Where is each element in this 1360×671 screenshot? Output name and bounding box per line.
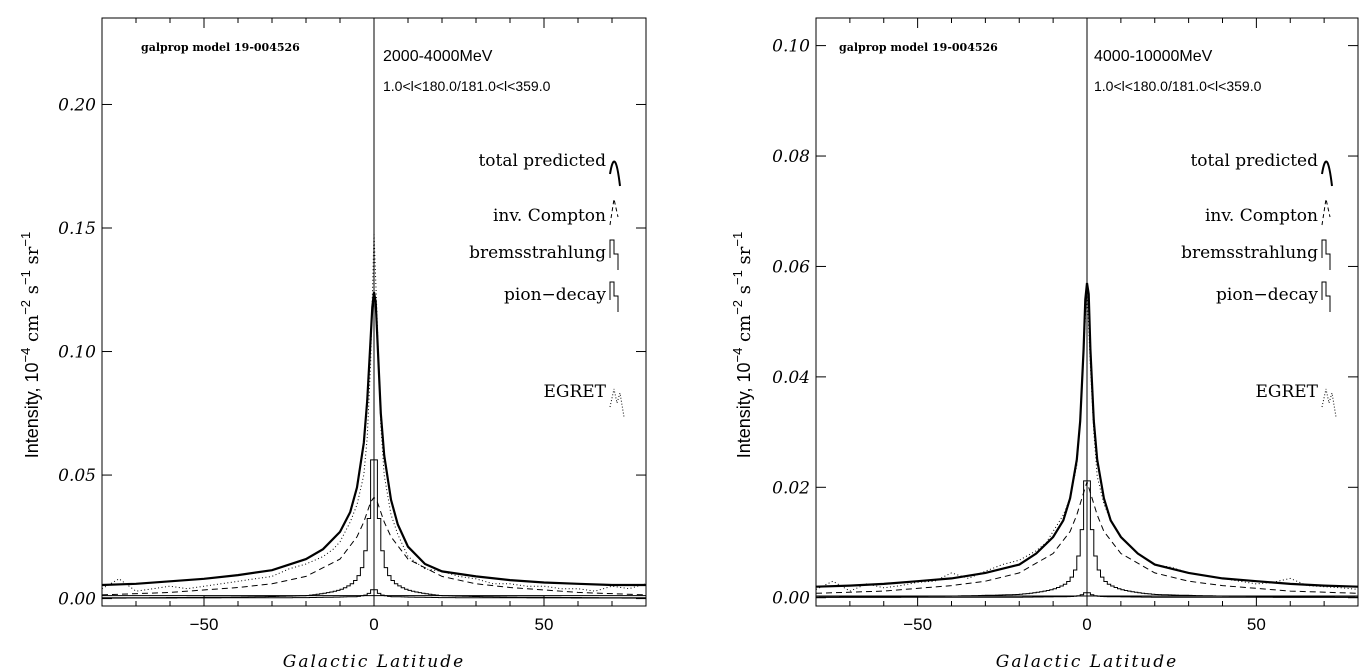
legend-swatch — [1321, 239, 1331, 270]
series-bremsstrahlung — [102, 589, 646, 599]
x-axis-label: Galactic Latitude — [283, 652, 465, 671]
model-label: galprop model 19-004526 — [839, 41, 998, 54]
series-pion-decay — [102, 459, 646, 599]
y-tick-label: 0.00 — [58, 590, 96, 610]
y-tick-label: 0.05 — [58, 466, 96, 486]
series-inv-compton — [101, 496, 647, 596]
energy-label: 2000-4000MeV — [383, 48, 493, 65]
legend: total predicted inv. Compton bremsstrahlun… — [469, 151, 625, 418]
legend-swatch — [609, 160, 621, 187]
series-bremsstrahlung — [816, 592, 1358, 598]
y-tick-label: 0.04 — [772, 368, 810, 388]
left-panel: −50 0 50 0.00 0.05 0.10 0.15 0.20 galprop model… — [18, 17, 647, 671]
legend: total predicted inv. Compton bremsstrahlun… — [1181, 151, 1337, 418]
x-tick-label: 50 — [535, 615, 554, 634]
x-tick-label: −50 — [190, 615, 219, 634]
series-egret — [815, 288, 1359, 592]
region-label: 1.0<l<180.0/181.0<l<359.0 — [383, 78, 551, 94]
legend-swatch — [1321, 388, 1337, 418]
y-tick-label: 0.02 — [772, 478, 810, 498]
legend-swatch — [609, 281, 619, 312]
model-label: galprop model 19-004526 — [141, 41, 300, 54]
series-pion-decay — [816, 480, 1358, 598]
legend-label: EGRET — [543, 382, 606, 402]
legend-swatch — [1321, 160, 1333, 187]
y-tick-label: 0.08 — [772, 147, 810, 167]
y-tick-label: 0.06 — [772, 257, 810, 277]
legend-label: inv. Compton — [493, 206, 606, 226]
y-tick-label: 0.00 — [772, 589, 810, 609]
y-tick-label: 0.20 — [58, 95, 96, 115]
y-axis-label: Intensity, 10−4 cm−2 s−1 sr−1 — [730, 232, 755, 458]
legend-label: inv. Compton — [1205, 206, 1318, 226]
legend-label: total predicted — [1190, 151, 1318, 171]
legend-label: bremsstrahlung — [469, 243, 606, 263]
energy-label: 4000-10000MeV — [1094, 48, 1213, 65]
x-tick-label: 50 — [1247, 615, 1266, 634]
axes-ticks: −50 0 50 0.00 0.05 0.10 0.15 0.20 — [58, 18, 647, 634]
legend-label: pion−decay — [504, 285, 606, 305]
legend-label: EGRET — [1255, 382, 1318, 402]
region-label: 1.0<l<180.0/181.0<l<359.0 — [1094, 78, 1262, 94]
series-inv-compton — [815, 480, 1359, 594]
x-tick-label: 0 — [1082, 615, 1091, 634]
y-axis-label: Intensity, 10−4 cm−2 s−1 sr−1 — [18, 232, 43, 458]
legend-swatch — [1321, 281, 1331, 312]
series-total-predicted — [101, 292, 646, 587]
legend-label: bremsstrahlung — [1181, 243, 1318, 263]
y-tick-label: 0.15 — [58, 219, 96, 239]
series-group — [815, 18, 1359, 606]
axes-ticks: −50 0 50 0.00 0.02 0.04 0.06 0.08 0.10 — [772, 18, 1359, 634]
series-group — [101, 18, 647, 606]
x-tick-label: −50 — [903, 615, 932, 634]
legend-swatch — [609, 388, 625, 418]
x-axis-label: Galactic Latitude — [996, 652, 1178, 671]
y-tick-label: 0.10 — [772, 37, 810, 57]
legend-label: total predicted — [478, 151, 606, 171]
legend-swatch — [609, 239, 619, 270]
legend-label: pion−decay — [1216, 285, 1318, 305]
y-tick-label: 0.10 — [58, 343, 96, 363]
legend-swatch — [1321, 198, 1331, 226]
legend-swatch — [609, 198, 619, 226]
x-tick-label: 0 — [369, 615, 378, 634]
right-panel: −50 0 50 0.00 0.02 0.04 0.06 0.08 0.10 galprop m… — [730, 17, 1359, 671]
series-total-predicted — [815, 282, 1359, 588]
